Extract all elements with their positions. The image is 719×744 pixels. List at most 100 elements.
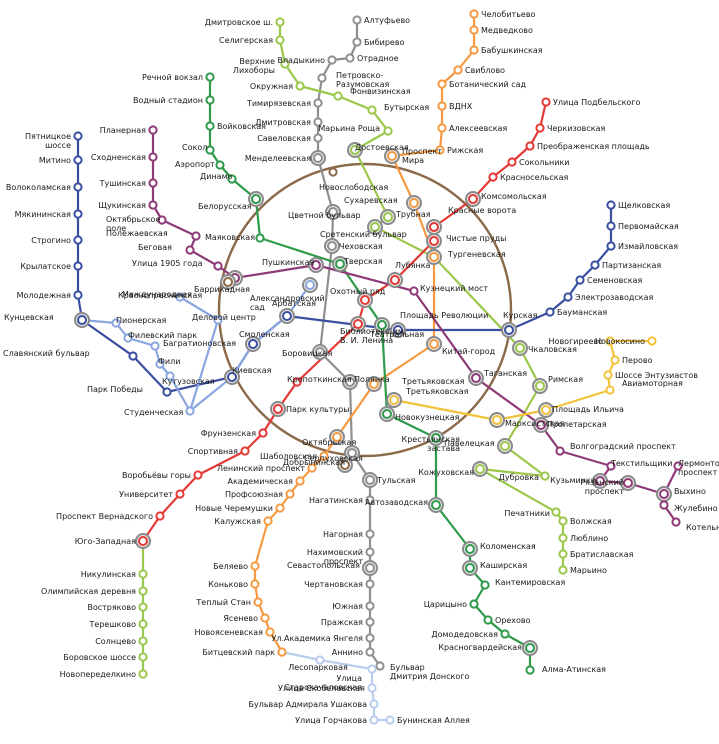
station-s5[interactable] <box>317 73 327 83</box>
station-label[interactable]: Сухаревская <box>344 196 398 205</box>
station-s109[interactable] <box>227 174 237 184</box>
station-label[interactable]: Смоленская <box>239 330 290 339</box>
station-label[interactable]: Кожуховская <box>418 468 474 477</box>
station-s77[interactable] <box>385 715 395 725</box>
station-s76[interactable] <box>369 715 379 725</box>
station-s157[interactable] <box>148 152 158 162</box>
station-s128[interactable] <box>73 209 83 219</box>
station-s147[interactable] <box>111 318 121 328</box>
station-label[interactable]: Терешково <box>89 620 137 629</box>
station-s145[interactable] <box>606 221 616 231</box>
station-label[interactable]: Нагатинская <box>309 496 363 505</box>
station-label[interactable]: Нахимовский проспект <box>307 548 363 566</box>
station-label[interactable]: Измайловская <box>618 242 678 251</box>
station-s122[interactable] <box>500 629 510 639</box>
station-label[interactable]: Пражская <box>321 618 363 627</box>
station-label[interactable]: Боровицкая <box>282 349 332 358</box>
station-label[interactable]: Славянский бульвар <box>3 349 90 358</box>
station-label[interactable]: Щелковская <box>618 201 670 210</box>
station-label[interactable]: Филевский парк <box>128 331 197 340</box>
station-s8[interactable] <box>313 133 323 143</box>
station-s43[interactable] <box>558 533 568 543</box>
station-label[interactable]: Пионерская <box>116 316 166 325</box>
station-s44[interactable] <box>558 549 568 559</box>
station-label[interactable]: Октябрьское поле <box>106 215 160 233</box>
station-label[interactable]: Волжская <box>570 517 612 526</box>
station-label[interactable]: Черкизовская <box>547 124 606 133</box>
station-s139[interactable] <box>504 325 514 335</box>
station-label[interactable]: Преображенская площадь <box>537 142 650 151</box>
station-label[interactable]: Марьино <box>570 566 607 575</box>
station-s102[interactable] <box>138 652 148 662</box>
station-s67[interactable] <box>250 579 260 589</box>
station-s73[interactable] <box>367 664 377 674</box>
station-label[interactable]: ВДНХ <box>449 102 473 111</box>
station-s40[interactable] <box>475 464 485 474</box>
station-label[interactable]: Добрынинская <box>283 458 345 467</box>
station-s58[interactable] <box>369 379 379 389</box>
station-s105[interactable] <box>205 95 215 105</box>
station-s176[interactable] <box>671 517 681 527</box>
station-label[interactable]: Пролетарская <box>547 420 607 429</box>
station-label[interactable]: Первомайская <box>618 222 679 231</box>
station-label[interactable]: Университет <box>119 490 173 499</box>
station-label[interactable]: Новые Черемушки <box>195 504 273 513</box>
station-s45[interactable] <box>558 565 568 575</box>
station-s65[interactable] <box>263 516 273 526</box>
station-s12[interactable] <box>315 347 325 357</box>
station-label[interactable]: Новопеределкино <box>60 670 137 679</box>
station-label[interactable]: Сокольники <box>519 158 570 167</box>
station-s134[interactable] <box>162 387 172 397</box>
station-s47[interactable] <box>469 25 479 35</box>
station-label[interactable]: Котельники <box>686 523 719 532</box>
station-label[interactable]: Тверская <box>343 257 383 266</box>
station-label[interactable]: Востряково <box>87 603 136 612</box>
station-label[interactable]: Кантемировская <box>495 578 565 587</box>
station-s163[interactable] <box>213 261 223 271</box>
station-s114[interactable] <box>382 409 392 419</box>
station-label[interactable]: Фонвизинская <box>350 87 411 96</box>
station-s149[interactable] <box>150 341 160 351</box>
station-label[interactable]: Пятницкое шоссе <box>25 132 71 150</box>
station-label[interactable]: Студенческая <box>124 408 183 417</box>
station-label[interactable]: Достоевская <box>355 143 409 152</box>
station-s41[interactable] <box>551 507 561 517</box>
station-label[interactable]: Семеновская <box>587 276 642 285</box>
station-s140[interactable] <box>545 307 555 317</box>
station-label[interactable]: Никулинская <box>81 570 136 579</box>
station-s161[interactable] <box>191 231 201 241</box>
station-label[interactable]: Планерная <box>100 126 146 135</box>
station-label[interactable]: Печатники <box>504 509 550 518</box>
station-label[interactable]: Окружная <box>250 82 293 91</box>
station-label[interactable]: Савеловская <box>257 134 311 143</box>
station-label[interactable]: Орехово <box>495 616 531 625</box>
station-s80[interactable] <box>525 141 535 151</box>
station-label[interactable]: Полянка <box>354 375 390 384</box>
station-s185[interactable] <box>328 167 338 177</box>
station-s24[interactable] <box>365 647 375 657</box>
station-label[interactable]: Выхино <box>674 487 706 496</box>
station-label[interactable]: Дубровка <box>499 473 539 482</box>
station-label[interactable]: Люблино <box>570 534 608 543</box>
station-s187[interactable] <box>340 460 350 470</box>
station-label[interactable]: Театральная <box>369 330 424 339</box>
station-label[interactable]: Деловой центр <box>192 313 256 322</box>
station-s26[interactable] <box>275 17 285 27</box>
station-s48[interactable] <box>469 45 479 55</box>
station-label[interactable]: Парк культуры <box>286 405 350 414</box>
station-label[interactable]: Серпуховская <box>304 454 363 463</box>
station-s27[interactable] <box>275 35 285 45</box>
station-label[interactable]: Трубная <box>395 210 431 219</box>
station-s32[interactable] <box>383 126 393 136</box>
station-label[interactable]: Арбатская <box>272 299 316 308</box>
station-label[interactable]: Полежаевская <box>106 229 168 238</box>
station-label[interactable]: Речной вокзал <box>142 73 203 82</box>
station-label[interactable]: Бабушкинская <box>481 46 543 55</box>
station-label[interactable]: Фрунзенская <box>201 429 256 438</box>
station-label[interactable]: Водный стадион <box>133 96 203 105</box>
station-s130[interactable] <box>73 261 83 271</box>
station-s38[interactable] <box>500 441 510 451</box>
station-s90[interactable] <box>273 404 283 414</box>
station-label[interactable]: Фили <box>158 357 180 366</box>
station-s177[interactable] <box>647 336 657 346</box>
